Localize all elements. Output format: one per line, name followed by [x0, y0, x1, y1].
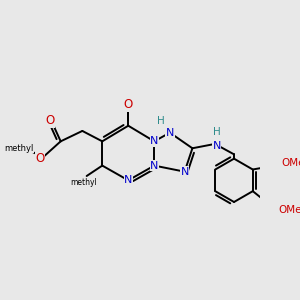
- Text: OMe: OMe: [281, 158, 300, 168]
- Text: methyl: methyl: [4, 144, 34, 153]
- Text: O: O: [35, 152, 44, 165]
- Text: N: N: [212, 141, 221, 151]
- Text: N: N: [150, 160, 158, 171]
- Text: N: N: [166, 128, 174, 138]
- Text: H: H: [213, 127, 220, 137]
- Text: OMe: OMe: [278, 205, 300, 215]
- Text: O: O: [46, 114, 55, 127]
- Text: O: O: [124, 98, 133, 111]
- Text: H: H: [157, 116, 165, 125]
- Text: N: N: [180, 167, 189, 177]
- Text: N: N: [150, 136, 158, 146]
- Text: N: N: [124, 175, 133, 185]
- Text: methyl: methyl: [70, 178, 97, 188]
